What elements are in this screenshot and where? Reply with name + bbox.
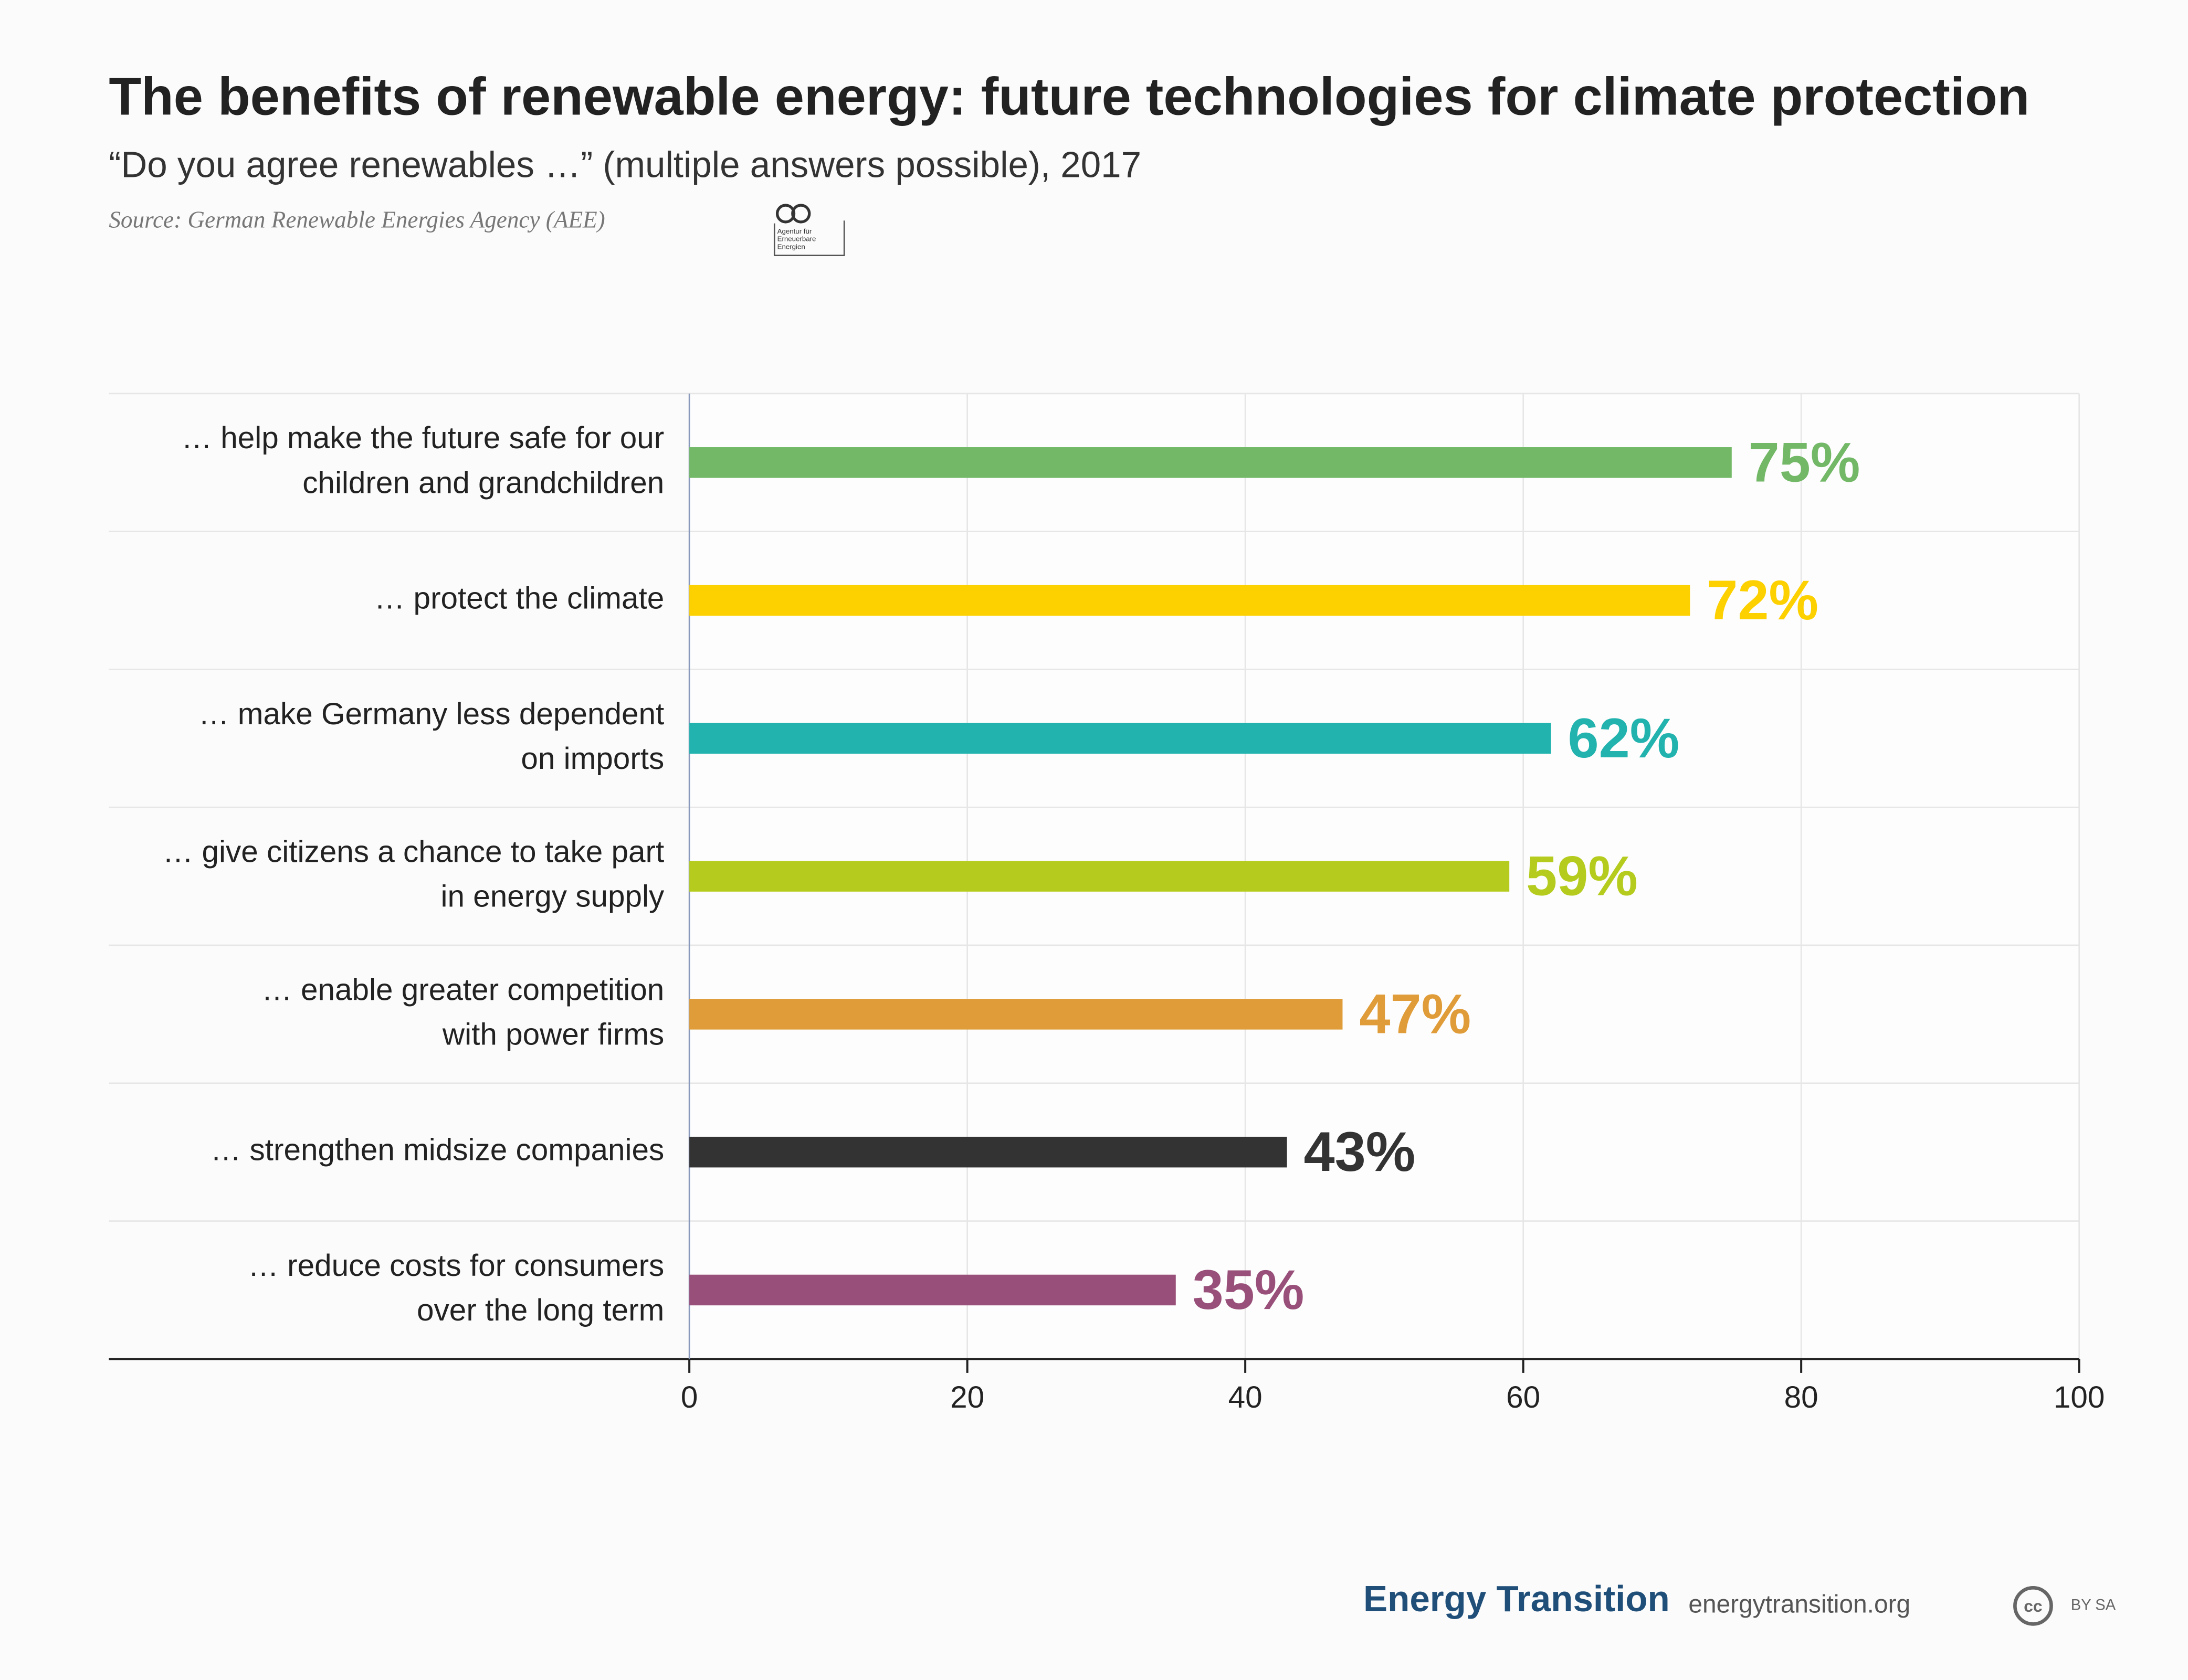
bar — [689, 861, 1510, 892]
category-label: on imports — [521, 742, 664, 776]
chart-subtitle: “Do you agree renewables …” (multiple an… — [109, 144, 1141, 185]
x-tick-label: 100 — [2054, 1380, 2105, 1414]
category-label: with power firms — [442, 1017, 664, 1051]
category-label: … make Germany less dependent — [198, 697, 664, 731]
value-label: 75% — [1749, 431, 1860, 493]
x-tick-label: 0 — [681, 1380, 698, 1414]
value-label: 43% — [1303, 1121, 1415, 1183]
category-label: children and grandchildren — [302, 466, 664, 500]
category-label: … reduce costs for consumers — [248, 1249, 664, 1283]
bar — [689, 1274, 1176, 1306]
x-tick-label: 60 — [1506, 1380, 1540, 1414]
bar — [689, 447, 1732, 478]
logo-text: Agentur für — [777, 227, 812, 235]
category-label: … enable greater competition — [261, 973, 664, 1007]
license: BY SA — [2071, 1597, 2116, 1614]
logo-frame — [773, 220, 845, 257]
value-label: 47% — [1359, 982, 1471, 1045]
bar — [689, 585, 1690, 616]
x-tick-label: 40 — [1228, 1380, 1263, 1414]
x-tick-label: 80 — [1784, 1380, 1818, 1414]
logo-text: Energien — [777, 242, 805, 250]
category-label: … protect the climate — [374, 582, 664, 616]
url: energytransition.org — [1688, 1590, 1910, 1618]
logo-icon — [791, 204, 811, 224]
value-label: 72% — [1707, 569, 1818, 631]
value-label: 62% — [1568, 707, 1679, 769]
category-label: in energy supply — [440, 880, 665, 914]
bar — [689, 723, 1551, 754]
value-label: 35% — [1193, 1259, 1305, 1321]
logo-text: Erneuerbare — [777, 235, 816, 243]
bar — [689, 1136, 1287, 1168]
chart-title: The benefits of renewable energy: future… — [109, 67, 2029, 126]
cc-icon — [2013, 1586, 2053, 1626]
source: Source: German Renewable Energies Agency… — [109, 206, 605, 233]
category-label: … give citizens a chance to take part — [163, 835, 664, 869]
value-label: 59% — [1526, 845, 1638, 907]
cc-text: cc — [2024, 1597, 2042, 1615]
category-label: over the long term — [417, 1293, 664, 1327]
category-label: … strengthen midsize companies — [211, 1133, 664, 1167]
logo — [773, 204, 845, 257]
category-label: … help make the future safe for our — [182, 421, 665, 455]
bar — [689, 999, 1343, 1030]
x-tick-label: 20 — [950, 1380, 984, 1414]
brand: Energy Transition — [1363, 1578, 1670, 1619]
